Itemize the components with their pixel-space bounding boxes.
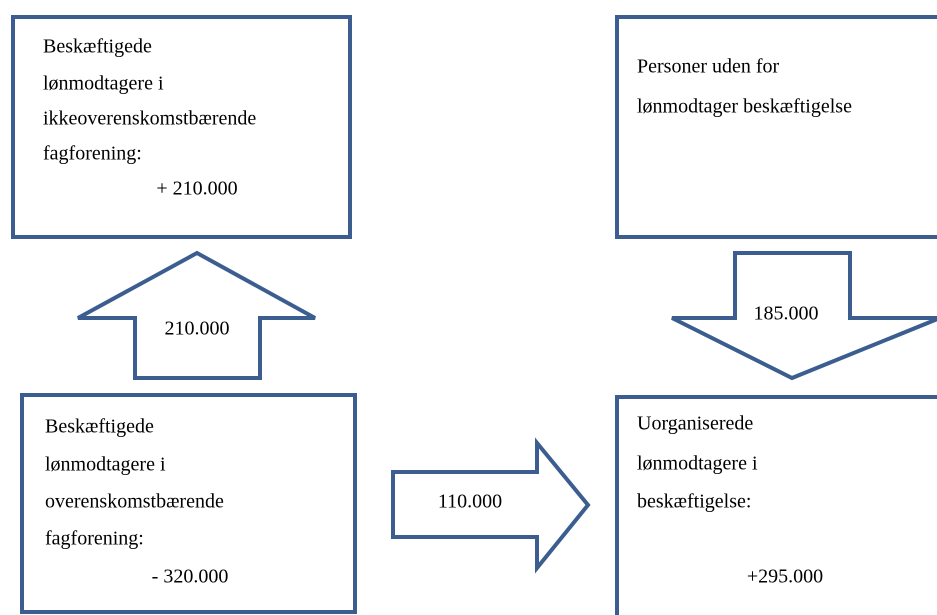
arrow-down [671,251,937,381]
label: 185.000 [754,303,819,325]
box [615,15,937,239]
arrow-up [77,250,316,380]
label: beskæftigelse: [637,491,751,513]
box [11,15,352,239]
label: Beskæftigede [45,416,154,438]
label: Uorganiserede [637,413,753,435]
label: - 320.000 [152,566,229,588]
label: Beskæftigede [43,36,152,58]
label: overenskomstbærende [45,491,224,513]
label: Personer uden for [637,56,780,78]
label: ikkeoverenskomstbærende [43,108,256,130]
texts: Beskæftigede lønmodtagere i ikkeoverenskom… [43,36,852,588]
arrow-right [391,437,591,574]
box [20,393,357,614]
label: lønmodtagere i [45,454,166,476]
label: + 210.000 [156,178,237,200]
label: lønmodtagere i [637,453,758,475]
label: lønmodtager beskæftigelse [637,96,852,118]
label: lønmodtagere i [43,73,164,95]
label: fagforening: [43,143,142,165]
label: 210.000 [165,318,230,340]
label: 110.000 [438,491,502,513]
label: fagforening: [45,528,144,550]
label: +295.000 [747,566,823,588]
box [615,395,937,615]
